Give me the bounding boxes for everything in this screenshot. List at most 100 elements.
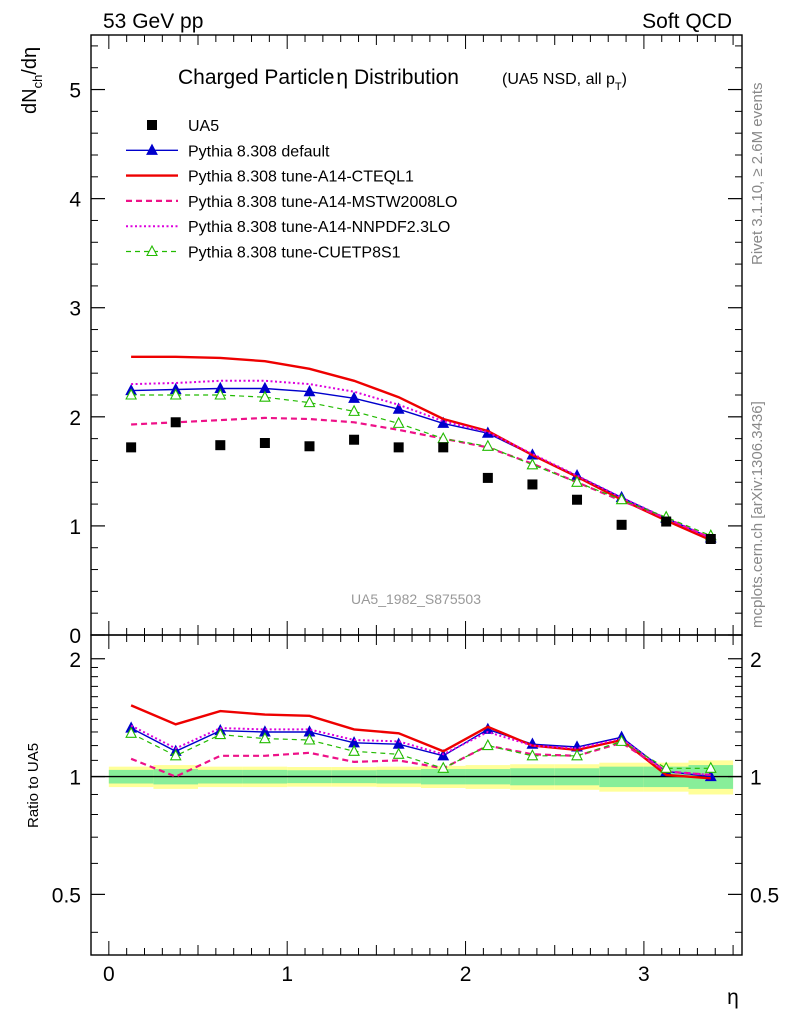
legend-label-pythia-8-308-tune-a14-nnpdf2-3lo: Pythia 8.308 tune-A14-NNPDF2.3LO <box>188 219 450 236</box>
ratio-axis-ticks: 0.5 0.5 1 1 2 2 0 1 2 3 <box>52 635 779 986</box>
series-marker-pythia-8-308-tune-cuetp8s1 <box>214 388 227 400</box>
series-line-pythia-8-308-tune-cuetp8s1 <box>131 394 712 537</box>
series-marker-pythia-8-308-default <box>392 402 405 414</box>
ratio-marker-pythia-8-308-tune-cuetp8s1 <box>258 731 271 744</box>
plot-title-rest: Distribution <box>348 66 459 89</box>
ratio-line-pythia-8-308-tune-cuetp8s1 <box>130 732 711 769</box>
header-left-label: 53 GeV pp <box>103 10 203 33</box>
plot-title: Charged Particleη Distribution <box>178 66 459 89</box>
ua5-data-point <box>661 516 672 527</box>
ua5-data-point <box>170 417 181 428</box>
main-series-group <box>125 355 717 543</box>
ua5-data-point <box>438 442 449 453</box>
ratio-line-pythia-8-308-tune-a14-mstw2008lo <box>130 741 711 778</box>
ratio-plot: 0.5 0.5 1 1 2 2 0 1 2 3 Ratio to UA5 η <box>25 634 779 1009</box>
ratio-marker-pythia-8-308-tune-cuetp8s1 <box>660 761 673 773</box>
legend-label-pythia-8-308-tune-a14-cteql1: Pythia 8.308 tune-A14-CTEQL1 <box>188 169 414 186</box>
main-ylabel: dNch/dη <box>19 47 45 114</box>
main-ylabel-rest: /dη <box>19 47 41 75</box>
header-right-label: Soft QCD <box>642 10 732 33</box>
main-ytick-label: 4 <box>69 189 81 212</box>
ratio-marker-pythia-8-308-tune-cuetp8s1 <box>481 738 494 751</box>
plot-title-main: Charged Particle <box>178 66 334 89</box>
legend-label-pythia-8-308-tune-cuetp8s1: Pythia 8.308 tune-CUETP8S1 <box>188 245 401 262</box>
legend-marker-pythia-8-308-tune-cuetp8s1 <box>146 244 158 257</box>
series-marker-pythia-8-308-default <box>348 391 360 403</box>
ratio-series-group <box>125 704 717 782</box>
plot-subtitle-index: T <box>615 81 622 93</box>
plot-subtitle: (UA5 NSD, all pT) <box>502 71 627 93</box>
plot-subtitle-close: ) <box>622 71 627 88</box>
series-marker-pythia-8-308-tune-cuetp8s1 <box>258 390 271 402</box>
legend-marker-pythia-8-308-default <box>146 143 158 155</box>
legend: UA5 Pythia 8.308 default Pythia 8.308 tune… <box>126 118 457 262</box>
ratio-line-pythia-8-308-default <box>130 727 711 778</box>
main-ytick-label: 1 <box>69 516 81 539</box>
main-ytick-label: 3 <box>69 298 81 321</box>
ratio-line-pythia-8-308-tune-a14-cteql1 <box>130 704 711 780</box>
ua5-data-point <box>304 441 315 452</box>
ratio-marker-pythia-8-308-tune-cuetp8s1 <box>392 747 405 759</box>
ratio-marker-pythia-8-308-tune-cuetp8s1 <box>348 744 360 756</box>
ua5-data-point <box>393 442 404 453</box>
ratio-marker-pythia-8-308-tune-cuetp8s1 <box>169 749 182 761</box>
x-tick-label: 1 <box>281 963 293 986</box>
ratio-ytick-label: 0.5 <box>52 884 81 907</box>
series-marker-pythia-8-308-tune-cuetp8s1 <box>348 404 360 416</box>
ratio-marker-pythia-8-308-tune-cuetp8s1 <box>615 734 628 746</box>
analysis-watermark: UA5_1982_S875503 <box>351 591 481 607</box>
ua5-data-point <box>616 519 627 530</box>
series-marker-pythia-8-308-default <box>303 385 316 397</box>
ua5-data-point <box>527 479 538 490</box>
main-plot: 0 1 2 3 4 5 Charged Particleη Distribution (U… <box>19 34 743 648</box>
series-line-pythia-8-308-tune-a14-mstw2008lo <box>131 416 712 539</box>
ua5-data-group <box>126 417 716 544</box>
plot-title-eta: η <box>336 66 348 89</box>
ratio-ytick-label-right: 1 <box>750 767 762 790</box>
x-tick-label: 0 <box>103 963 115 986</box>
legend-label-ua5: UA5 <box>188 118 219 135</box>
main-axis-ticks: 0 1 2 3 4 5 <box>69 35 742 648</box>
ua5-data-point <box>215 440 226 451</box>
ua5-data-point <box>572 494 583 505</box>
ratio-line-pythia-8-308-tune-a14-nnpdf2-3lo <box>130 724 711 776</box>
series-marker-pythia-8-308-tune-cuetp8s1 <box>169 388 182 400</box>
plot-subtitle-text: (UA5 NSD, all p <box>502 71 615 88</box>
series-line-pythia-8-308-tune-a14-cteql1 <box>131 355 712 542</box>
ratio-marker-pythia-8-308-tune-cuetp8s1 <box>571 749 583 761</box>
ratio-uncertainty-bands <box>91 760 742 795</box>
x-tick-label: 3 <box>638 963 650 986</box>
series-line-pythia-8-308-tune-a14-nnpdf2-3lo <box>131 379 712 539</box>
ratio-plot-frame <box>90 634 743 956</box>
series-marker-pythia-8-308-tune-cuetp8s1 <box>526 458 539 470</box>
ratio-ytick-label: 1 <box>69 767 81 790</box>
ua5-data-point <box>259 438 270 448</box>
ua5-data-point <box>126 442 137 453</box>
series-marker-pythia-8-308-tune-cuetp8s1 <box>125 388 138 400</box>
series-marker-pythia-8-308-tune-cuetp8s1 <box>571 475 583 487</box>
ratio-marker-pythia-8-308-tune-cuetp8s1 <box>303 733 316 745</box>
series-marker-pythia-8-308-tune-cuetp8s1 <box>481 439 494 451</box>
x-axis-label: η <box>727 986 739 1009</box>
mcplots-side-label: mcplots.cern.ch [arXiv:1306.3436] <box>749 401 766 628</box>
legend-label-pythia-8-308-tune-a14-mstw2008lo: Pythia 8.308 tune-A14-MSTW2008LO <box>188 194 457 211</box>
ratio-marker-pythia-8-308-tune-cuetp8s1 <box>704 761 717 773</box>
ua5-data-point <box>482 472 493 483</box>
series-marker-pythia-8-308-tune-cuetp8s1 <box>392 416 405 428</box>
series-marker-pythia-8-308-tune-cuetp8s1 <box>615 493 628 505</box>
series-marker-pythia-8-308-tune-cuetp8s1 <box>303 395 316 408</box>
ratio-marker-pythia-8-308-tune-cuetp8s1 <box>437 761 450 773</box>
main-ylabel-main: dN <box>19 88 41 114</box>
legend-marker-ua5 <box>147 120 157 130</box>
main-ylabel-sub: ch <box>30 75 45 89</box>
main-ytick-label: 2 <box>69 407 81 430</box>
legend-label-pythia-8-308-default: Pythia 8.308 default <box>188 143 330 160</box>
ratio-ytick-label: 2 <box>69 649 81 672</box>
series-line-pythia-8-308-default <box>131 387 712 539</box>
ratio-marker-pythia-8-308-tune-cuetp8s1 <box>125 726 138 738</box>
x-tick-label: 2 <box>460 963 472 986</box>
ratio-ytick-label-right: 2 <box>750 649 762 672</box>
ratio-marker-pythia-8-308-tune-cuetp8s1 <box>214 727 227 740</box>
ratio-ylabel: Ratio to UA5 <box>25 743 42 828</box>
